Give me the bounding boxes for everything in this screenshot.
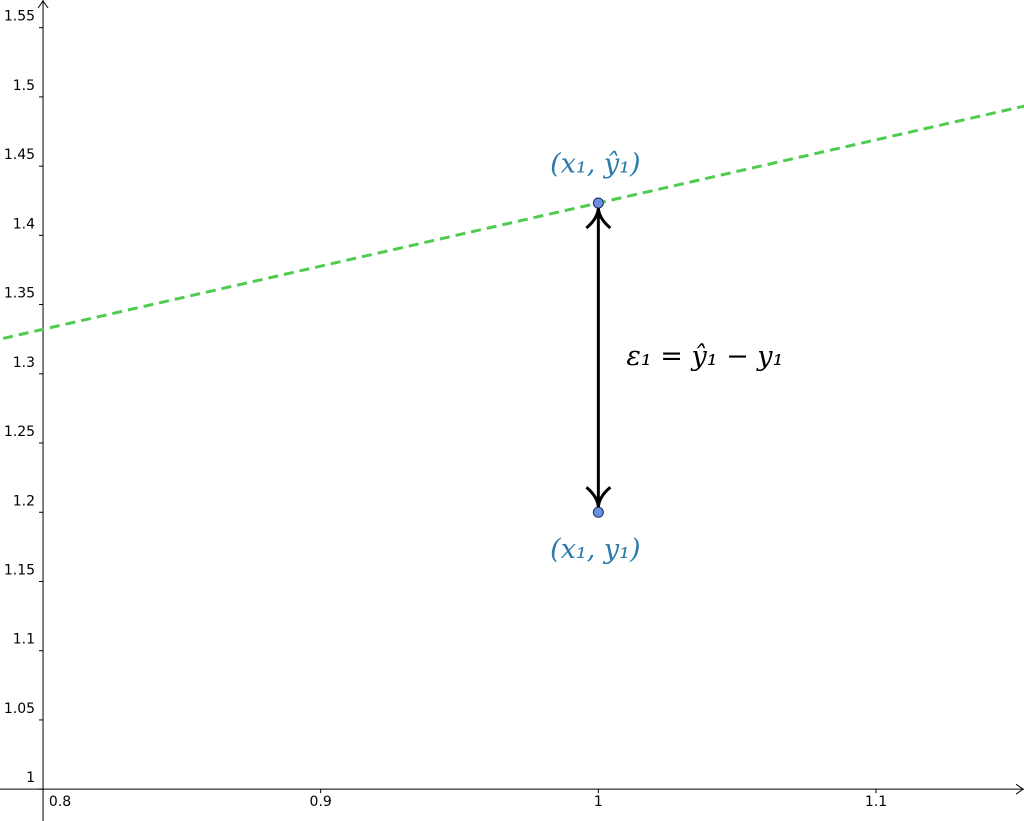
fitted-line <box>0 104 1024 341</box>
x-tick-label: 1 <box>594 794 603 810</box>
x-tick-label: 1.1 <box>865 794 887 810</box>
residual-label: ε₁ = ŷ₁ − y₁ <box>626 341 783 372</box>
y-tick-label: 1.05 <box>4 701 35 717</box>
y-tick-label: 1.35 <box>4 286 35 302</box>
y-tick-label: 1.15 <box>4 562 35 578</box>
y-tick-label: 1.2 <box>13 493 35 509</box>
y-axis-arrow <box>37 0 49 9</box>
point <box>592 197 604 209</box>
y-tick-label: 1.25 <box>4 424 35 440</box>
y-tick-label: 1 <box>26 770 35 786</box>
x-tick-label: 0.8 <box>49 794 71 810</box>
x-tick-label: 0.9 <box>310 794 332 810</box>
y-tick-label: 1.1 <box>13 632 35 648</box>
x-axis-arrow <box>1015 783 1024 795</box>
point <box>592 506 604 518</box>
point-label: (x₁, y₁) <box>550 534 640 565</box>
y-tick-label: 1.3 <box>13 355 35 371</box>
point-label: (x₁, ŷ₁) <box>550 148 640 179</box>
y-tick-label: 1.5 <box>13 78 35 94</box>
y-tick-label: 1.55 <box>4 9 35 25</box>
y-tick-label: 1.4 <box>13 216 35 232</box>
y-tick-label: 1.45 <box>4 147 35 163</box>
